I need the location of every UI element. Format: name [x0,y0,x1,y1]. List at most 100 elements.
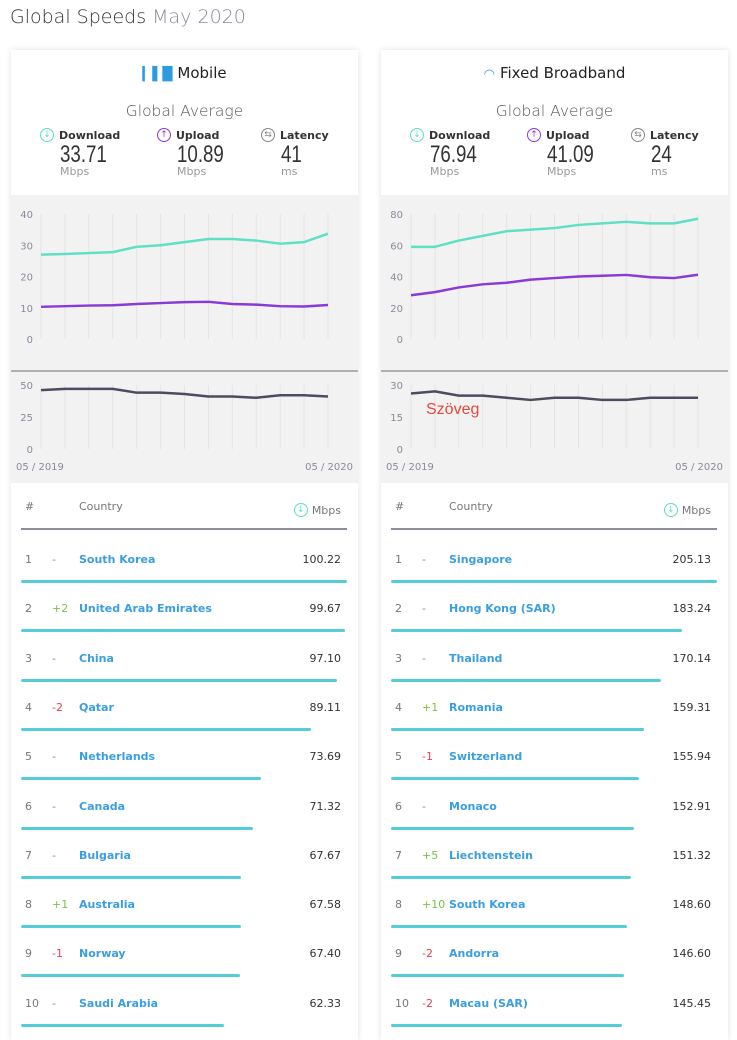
country-link[interactable]: Norway [79,947,126,961]
speed-value: 62.33 [309,996,342,1010]
speed-bar [21,629,346,633]
speed-value: 183.24 [672,602,712,616]
table-row[interactable]: 6 - Canada 71.32 [21,787,347,836]
table-row[interactable]: 8 +1 Australia 67.58 [21,885,347,934]
country-link[interactable]: Singapore [449,553,513,566]
table-row[interactable]: 1 - Singapore 205.13 [391,540,717,589]
country-link[interactable]: Qatar [79,700,114,714]
metric-label-text: Upload [176,128,220,142]
latency-icon: ⇆ [261,128,275,142]
series-latency-line [410,390,698,402]
country-link[interactable]: United Arab Emirates [79,602,212,616]
speed-bar [21,1023,224,1027]
table-row[interactable]: 8 +10 South Korea 148.60 [391,885,717,934]
speed-bar [391,629,683,633]
speed-bar [391,826,634,830]
country-link[interactable]: Saudi Arabia [79,996,159,1010]
y-tick-label: 0 [27,335,33,346]
country-link[interactable]: Andorra [449,947,500,961]
rank-change: +2 [52,602,69,616]
country-link[interactable]: China [79,651,114,665]
country-link[interactable]: Liechtenstein [449,848,534,862]
global-average-label: Global Average [125,102,244,120]
speed-bar [21,875,242,879]
table-row[interactable]: 5 - Netherlands 73.69 [21,737,347,786]
country-link[interactable]: Switzerland [449,750,523,764]
speed-value: 71.32 [309,799,342,813]
country-link[interactable]: South Korea [79,553,156,566]
table-row[interactable]: 5 -1 Switzerland 155.94 [391,737,717,786]
panel-title-text: Mobile [177,64,227,82]
country-link[interactable]: Monaco [449,799,497,813]
table-row[interactable]: 9 -2 Andorra 146.60 [391,934,717,983]
rank-change: - [422,651,426,665]
country-link[interactable]: Hong Kong (SAR) [449,602,556,616]
table-row[interactable]: 1 - South Korea 100.22 [21,540,347,589]
table-row[interactable]: 7 +5 Liechtenstein 151.32 [391,836,717,885]
table-row[interactable]: 10 -2 Macau (SAR) 145.45 [391,984,717,1033]
table-row[interactable]: 2 +2 United Arab Emirates 99.67 [21,589,347,638]
speed-value: 148.60 [672,898,712,912]
table-row[interactable]: 3 - Thailand 170.14 [391,639,717,688]
metric-unit: ms [281,165,298,178]
table-row[interactable]: 4 -2 Qatar 89.11 [21,688,347,737]
rank: 10 [395,996,409,1010]
metric-label-text: Download [59,128,121,142]
panel-title: ◠ Fixed Broadband [381,64,728,82]
speed-value: 146.60 [672,947,712,961]
country-link[interactable]: Thailand [449,651,503,665]
country-link[interactable]: Canada [79,799,126,813]
speed-chart: 0 10 20 30 40 0 25 50 05 / 2019 05 / 2020 [11,195,358,483]
speed-value: 170.14 [672,651,712,665]
rank-change: - [52,848,56,862]
country-link[interactable]: Australia [79,898,135,912]
rank: 6 [395,799,402,813]
country-link[interactable]: Bulgaria [79,848,131,862]
rank: 7 [395,848,402,862]
metric-label: ⇆ Latency [261,128,361,142]
metric-download: ↓ Download 33.71 Mbps [40,128,140,177]
rank: 4 [395,700,402,714]
y-tick-label: 30 [20,241,33,252]
country-link[interactable]: Netherlands [79,750,156,764]
country-link[interactable]: Macau (SAR) [449,996,528,1010]
col-value-text: Mbps [681,503,711,517]
metric-latency: ⇆ Latency 24 ms [631,128,731,177]
rank: 5 [395,750,402,764]
speed-chart: 0 20 40 60 80 0 15 30 05 / 2019 05 / 2020 Szöveg [381,195,728,483]
rank-change: +1 [52,898,69,912]
metric-latency: ⇆ Latency 41 ms [261,128,361,177]
panel-title: ▎▌█ Mobile [11,64,358,82]
table-row[interactable]: 2 - Hong Kong (SAR) 183.24 [391,589,717,638]
rank: 9 [395,947,402,961]
speed-value: 205.13 [672,553,712,566]
x-start-label: 05 / 2019 [386,462,434,473]
download-icon: ↓ [663,503,678,517]
speed-bar [391,580,717,583]
rank: 4 [25,700,32,714]
page-title: Global Speeds May 2020 [10,6,246,28]
table-row[interactable]: 9 -1 Norway 67.40 [21,934,347,983]
rank: 2 [395,602,402,616]
speed-value: 99.67 [309,602,342,616]
panel-header: ▎▌█ Mobile Global Average ↓ Download 33.71 Mbp… [11,50,358,195]
panel-mobile: ▎▌█ Mobile Global Average ↓ Download 33.71 Mbp… [11,50,358,1040]
panel-title-text: Fixed Broadband [499,64,626,82]
table-row[interactable]: 3 - China 97.10 [21,639,347,688]
table-row[interactable]: 4 +1 Romania 159.31 [391,688,717,737]
country-link[interactable]: Romania [449,700,503,714]
speed-bar [21,925,241,929]
table-row[interactable]: 6 - Monaco 152.91 [391,787,717,836]
panel-fixed-broadband: ◠ Fixed Broadband Global Average ↓ Download 7… [381,50,728,1040]
metric-unit: ms [651,165,668,178]
table-row[interactable]: 10- Saudi Arabia 62.33 [21,984,347,1033]
speed-value: 151.32 [672,848,712,862]
rank-change: - [52,996,56,1010]
rank-change: - [422,602,426,616]
table-row[interactable]: 7 - Bulgaria 67.67 [21,836,347,885]
country-link[interactable]: South Korea [449,898,526,912]
metric-value: 24 [651,141,672,168]
download-icon: ↓ [40,128,54,142]
col-rank-header: # [395,500,405,513]
rank-change: +10 [422,898,446,912]
